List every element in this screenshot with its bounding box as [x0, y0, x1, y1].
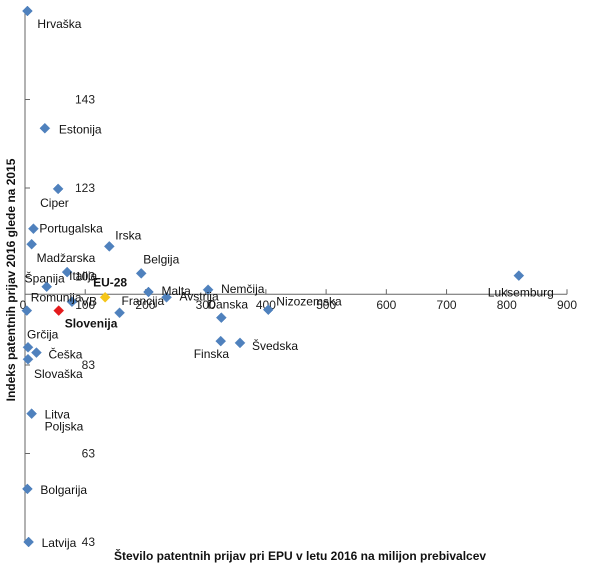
- point-estonija: [39, 122, 51, 134]
- point-nizozemska: [262, 304, 274, 316]
- label-latvija: Latvija: [42, 536, 77, 550]
- point-avstrija: [161, 291, 172, 303]
- point-belgija: [135, 268, 147, 279]
- point-grcija: [22, 341, 34, 353]
- label-hrvaska: Hrvaška: [37, 17, 81, 31]
- point-portugalska: [28, 223, 39, 235]
- label-luksemburg: Luksemburg: [488, 286, 554, 300]
- point-luksemburg: [513, 270, 525, 281]
- y-tick-label: 43: [82, 535, 96, 549]
- label-irska: Irska: [115, 228, 141, 242]
- x-tick-label: 600: [376, 298, 396, 312]
- point-ceska: [31, 347, 42, 358]
- point-litva: [26, 408, 37, 420]
- label-finska: Finska: [194, 347, 230, 361]
- label-avstrija: Avstrija: [180, 289, 219, 303]
- point-madzarska: [26, 238, 37, 250]
- y-tick-label: 123: [75, 181, 95, 195]
- x-tick-label: 300: [196, 298, 216, 312]
- label-eu-28: EU-28: [93, 275, 127, 289]
- point-labels: Hrvaška Estonija Ciper Portugalska Madžarska…: [25, 17, 554, 550]
- label-bolgarija: Bolgarija: [40, 483, 87, 497]
- point-bolgarija: [22, 483, 33, 495]
- point-italija: [61, 266, 73, 278]
- x-tick-label: 700: [437, 298, 457, 312]
- point-nemcija: [202, 284, 214, 296]
- point-spanija: [41, 281, 53, 293]
- label-vb: VB: [81, 295, 97, 309]
- label-danska: Danska: [207, 298, 248, 312]
- label-belgija: Belgija: [143, 252, 179, 266]
- x-tick-label: 900: [557, 298, 577, 312]
- tick-labels: 0 100 200 300 400 500 600 700 800 900436383103123…: [20, 93, 578, 550]
- label-nizozemska: Nizozemska: [276, 295, 342, 309]
- label-slovaska: Slovaška: [34, 367, 83, 381]
- label-madzarska: Madžarska: [37, 251, 96, 265]
- y-tick-label: 143: [75, 93, 95, 107]
- point-romunija: [21, 305, 33, 316]
- x-tick-label: 800: [497, 298, 517, 312]
- x-tick-label: 0: [20, 298, 27, 312]
- data-points: [21, 5, 525, 548]
- y-tick-label: 63: [82, 447, 96, 461]
- x-axis-title: Število patentnih prijav pri EPU v letu …: [114, 548, 486, 563]
- label-romunija: Romunija: [31, 291, 82, 305]
- x-tick-label: 500: [316, 298, 336, 312]
- point-danska: [215, 312, 227, 324]
- point-vb: [66, 296, 78, 308]
- x-tick-label: 100: [75, 298, 95, 312]
- label-portugalska: Portugalska: [39, 222, 103, 236]
- point-slovaska: [22, 353, 34, 365]
- label-svedska: Švedska: [252, 338, 298, 353]
- y-axis-title: Indeks patentnih prijav 2016 glede na 20…: [4, 158, 18, 401]
- label-spanija: Španija: [25, 271, 65, 286]
- point-hrvaska: [22, 5, 33, 17]
- point-eu-28: [99, 291, 111, 303]
- point-irska: [103, 241, 115, 252]
- label-malta: Malta: [161, 284, 191, 298]
- label-poljska: Poljska: [45, 420, 84, 434]
- label-slovenija: Slovenija: [65, 317, 118, 331]
- label-nemcija: Nemčija: [221, 282, 265, 296]
- label-estonija: Estonija: [59, 122, 102, 136]
- label-italija: Italija: [69, 269, 97, 283]
- label-francija: Francija: [122, 294, 165, 308]
- point-finska: [215, 335, 227, 347]
- point-malta: [143, 286, 154, 298]
- y-tick-label: 103: [75, 270, 95, 284]
- point-latvija: [23, 536, 34, 548]
- label-grcija: Grčija: [27, 327, 59, 341]
- point-svedska: [234, 337, 246, 349]
- x-tick-label: 200: [135, 298, 155, 312]
- point-ciper: [52, 183, 64, 195]
- point-slovenija: [53, 305, 65, 316]
- point-francija: [114, 307, 125, 319]
- label-ciper: Ciper: [40, 196, 69, 210]
- y-tick-label: 83: [82, 358, 96, 372]
- label-ceska: Češka: [48, 347, 82, 362]
- label-litva: Litva: [45, 408, 71, 422]
